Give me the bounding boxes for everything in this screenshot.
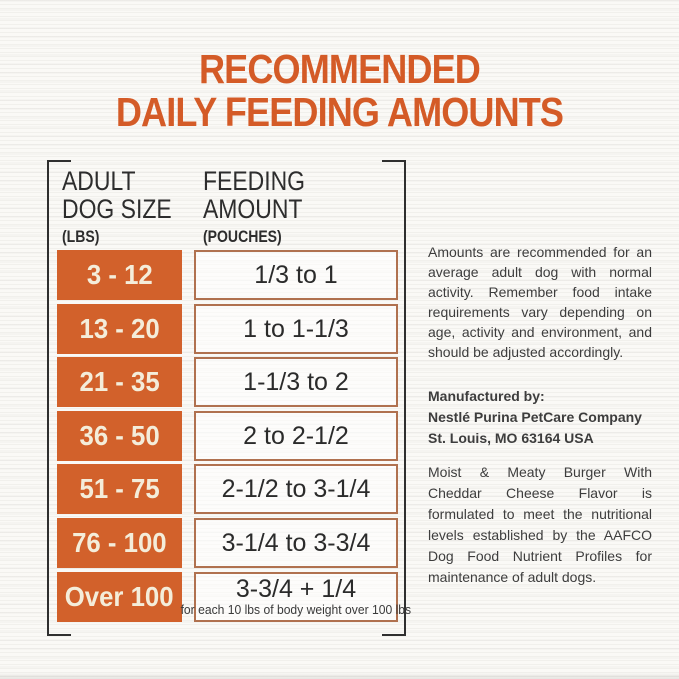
dog-size-cell: 3 - 12	[57, 250, 182, 300]
dog-size-value: 36 - 50	[79, 419, 160, 451]
table-row: 76 - 100 3-1/4 to 3-3/4	[57, 517, 398, 568]
table-row: 13 - 20 1 to 1-1/3	[57, 303, 398, 354]
table-row: 36 - 50 2 to 2-1/2	[57, 410, 398, 461]
feeding-amount-cell: 1-1/3 to 2	[194, 357, 398, 408]
manufacturer-info: Manufactured by: Nestlé Purina PetCare C…	[428, 386, 652, 449]
dog-size-value: 21 - 35	[79, 366, 160, 398]
feeding-amount-header-line1: FEEDING	[203, 166, 306, 196]
manufacturer-line2: Nestlé Purina PetCare Company	[428, 409, 642, 425]
dog-size-header-line2: DOG SIZE	[62, 194, 172, 224]
note-aafco-statement: Moist & Meaty Burger With Cheddar Cheese…	[428, 464, 652, 585]
manufacturer-line3: St. Louis, MO 63164 USA	[428, 430, 594, 446]
dog-size-value: Over 100	[65, 580, 174, 612]
feeding-amount-value: 1/3 to 1	[254, 261, 338, 289]
column-header-dog-size: ADULT DOG SIZE (LBS)	[62, 167, 172, 246]
dog-size-cell: 51 - 75	[57, 464, 182, 515]
dog-size-cell: 21 - 35	[57, 357, 182, 408]
feeding-amount-cell: 1 to 1-1/3	[194, 303, 398, 354]
table-row: 21 - 35 1-1/3 to 2	[57, 357, 398, 408]
table-row: Over 100 3-3/4 + 1/4 for each 10 lbs of …	[57, 571, 411, 622]
dog-size-value: 76 - 100	[72, 526, 167, 558]
dog-size-header-unit: (LBS)	[62, 228, 100, 246]
feeding-amount-note: for each 10 lbs of body weight over 100 …	[180, 603, 412, 618]
feeding-amount-header-unit: (POUCHES)	[203, 228, 282, 246]
feeding-amount-cell: 2 to 2-1/2	[194, 410, 398, 461]
feeding-amount-cell: 3-3/4 + 1/4 for each 10 lbs of body weig…	[181, 571, 411, 622]
feeding-table: 3 - 12 1/3 to 1 13 - 20 1 to 1-1/3 21 - …	[57, 250, 411, 622]
table-row: 51 - 75 2-1/2 to 3-1/4	[57, 464, 398, 515]
page-title-line2: DAILY FEEDING AMOUNTS	[115, 89, 564, 135]
dog-size-value: 3 - 12	[86, 259, 153, 290]
dog-size-value: 13 - 20	[79, 312, 160, 344]
table-frame-right-bracket	[382, 160, 406, 636]
feeding-amount-value: 1 to 1-1/3	[243, 314, 349, 343]
table-frame-left-bracket	[47, 160, 71, 636]
manufacturer-line1: Manufactured by:	[428, 388, 545, 404]
feeding-amount-cell: 2-1/2 to 3-1/4	[194, 464, 398, 515]
feeding-amount-value: 2 to 2-1/2	[243, 421, 349, 450]
dog-size-value: 51 - 75	[79, 473, 160, 505]
feeding-amount-value: 3-1/4 to 3-3/4	[221, 528, 371, 557]
dog-size-cell: 36 - 50	[57, 410, 182, 461]
column-header-feeding-amount: FEEDING AMOUNT (POUCHES)	[203, 167, 305, 246]
package-fold-shadow	[0, 672, 679, 679]
feeding-amount-value: 1-1/3 to 2	[243, 368, 349, 397]
dog-size-cell: 76 - 100	[57, 517, 182, 568]
page-title: RECOMMENDED DAILY FEEDING AMOUNTS	[41, 48, 639, 134]
dog-size-cell: 13 - 20	[57, 303, 182, 354]
table-row: 3 - 12 1/3 to 1	[57, 250, 398, 300]
feeding-amount-value: 3-3/4 + 1/4	[235, 575, 357, 604]
feeding-amount-header-line2: AMOUNT	[203, 194, 303, 224]
feeding-amount-cell: 1/3 to 1	[194, 250, 398, 300]
dog-size-header-line1: ADULT	[62, 166, 136, 196]
note-general-recommendation: Amounts are recommended for an average a…	[428, 244, 652, 360]
page-title-line1: RECOMMENDED	[199, 46, 481, 92]
feeding-amount-value: 2-1/2 to 3-1/4	[221, 475, 371, 504]
feeding-amount-cell: 3-1/4 to 3-3/4	[194, 517, 398, 568]
dog-size-cell: Over 100	[57, 571, 182, 622]
